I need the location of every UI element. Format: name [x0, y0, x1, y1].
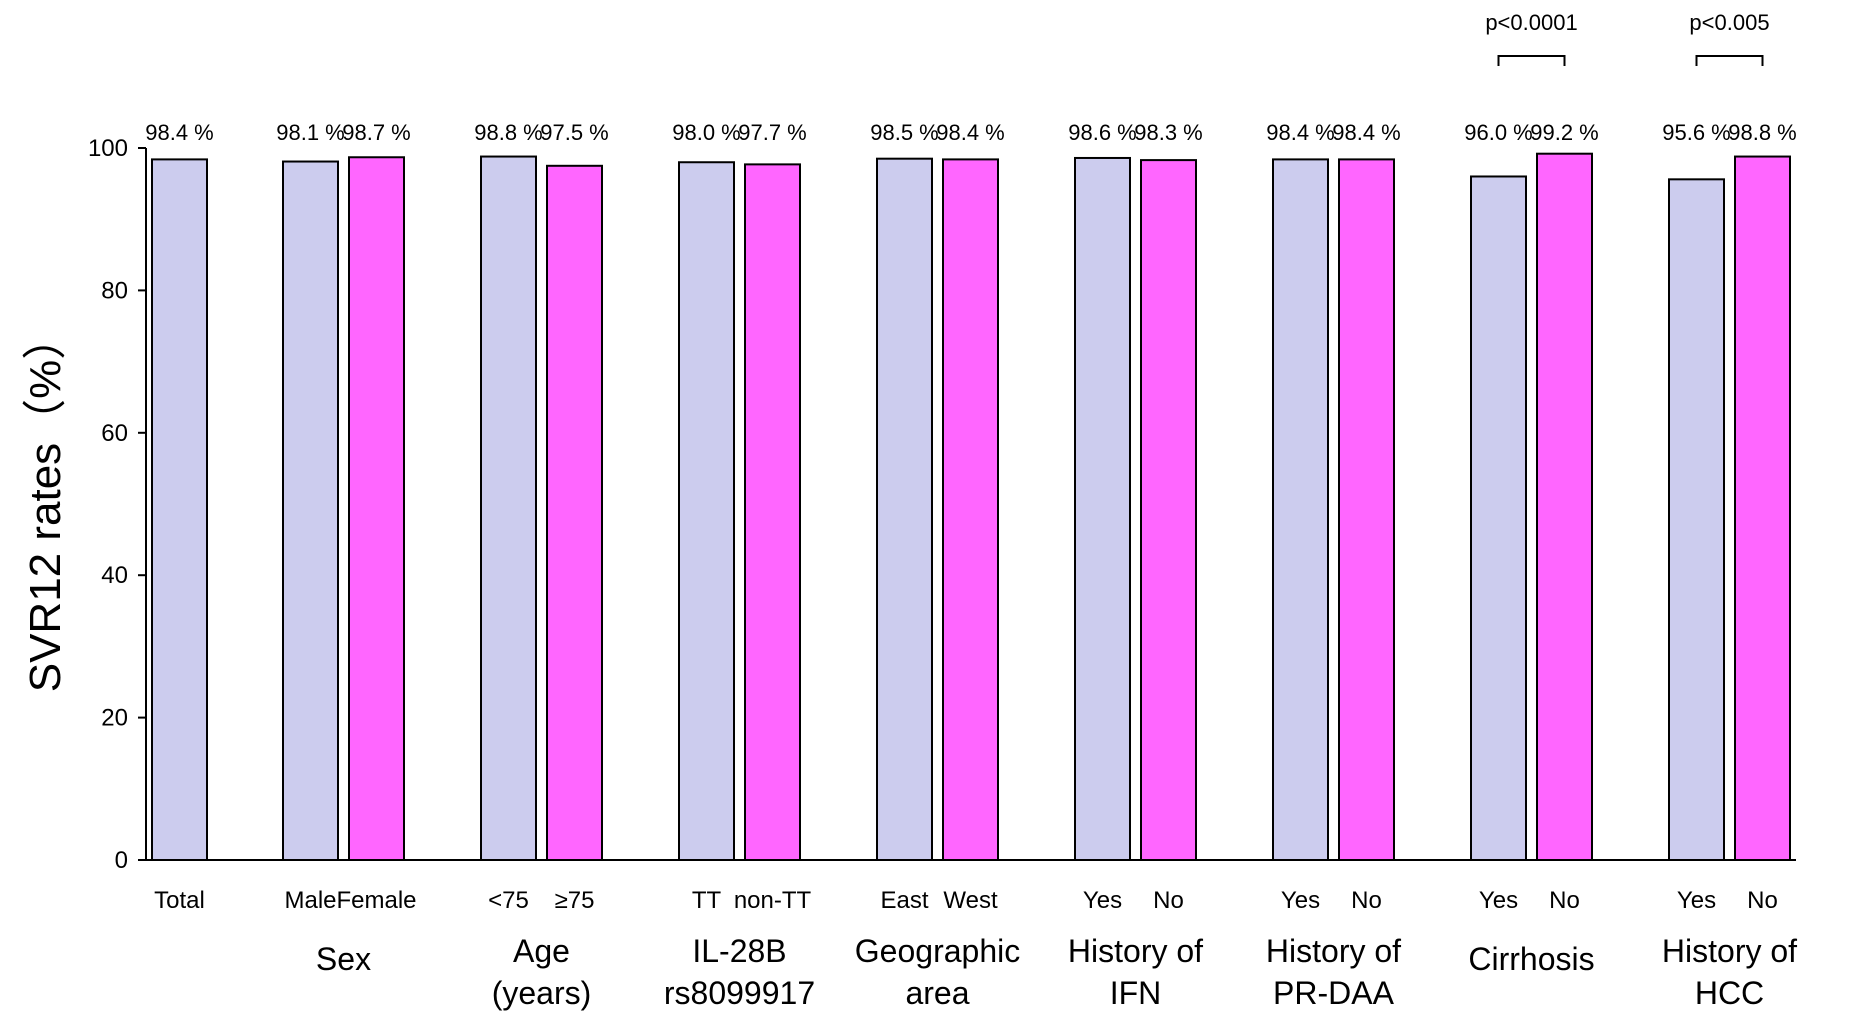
bar-value-label: 98.4 % — [1332, 120, 1401, 145]
group-label: Age — [513, 933, 570, 969]
bar-value-label: 98.0 % — [672, 120, 741, 145]
bar-value-label: 98.5 % — [870, 120, 939, 145]
group-label: rs8099917 — [664, 975, 815, 1011]
bar — [1470, 175, 1527, 862]
bar-value-label: 97.5 % — [540, 120, 609, 145]
bar-value-label: 98.8 % — [474, 120, 543, 145]
category-label: ≥75 — [555, 887, 595, 914]
y-tick-label: 60 — [101, 420, 128, 447]
bar-value-label: 98.4 % — [936, 120, 1005, 145]
bar-value-label: 98.4 % — [1266, 120, 1335, 145]
category-label: No — [1747, 887, 1778, 914]
bar-value-label: 98.4 % — [145, 120, 214, 145]
group-label: History of — [1266, 933, 1401, 969]
bar — [1338, 158, 1395, 861]
significance-bracket — [1695, 55, 1764, 66]
bar-value-label: 97.7 % — [738, 120, 807, 145]
group-label: PR-DAA — [1273, 975, 1395, 1011]
bar-value-label: 98.6 % — [1068, 120, 1137, 145]
group-label: (years) — [492, 975, 592, 1011]
category-label: Male — [284, 887, 336, 914]
bar — [546, 164, 603, 862]
group-label: History of — [1662, 933, 1797, 969]
bar-value-label: 98.8 % — [1728, 120, 1797, 145]
bar — [151, 158, 208, 861]
bar-value-label: 96.0 % — [1464, 120, 1533, 145]
bar — [744, 163, 801, 862]
group-label: Cirrhosis — [1468, 941, 1594, 977]
y-tick-label: 100 — [88, 135, 128, 162]
group-label: History of — [1068, 933, 1203, 969]
group-label: IFN — [1110, 975, 1162, 1011]
bar — [1734, 155, 1791, 861]
category-label: Female — [336, 887, 416, 914]
bar — [1140, 159, 1197, 861]
bar-value-label: 98.7 % — [342, 120, 411, 145]
bar — [942, 158, 999, 861]
group-label: IL-28B — [692, 933, 786, 969]
category-label: No — [1153, 887, 1184, 914]
y-tick-label: 20 — [101, 705, 128, 732]
category-label: Yes — [1281, 887, 1320, 914]
bar — [1272, 158, 1329, 861]
significance-bracket — [1497, 55, 1566, 66]
category-label: non-TT — [734, 887, 812, 914]
category-label: Yes — [1677, 887, 1716, 914]
y-tick-label: 80 — [101, 277, 128, 304]
category-label: Yes — [1479, 887, 1518, 914]
category-label: No — [1549, 887, 1580, 914]
category-label: Yes — [1083, 887, 1122, 914]
y-axis-title: SVR12 rates（%） — [21, 316, 70, 693]
bar-value-label: 99.2 % — [1530, 120, 1599, 145]
p-value-label: p<0.005 — [1689, 10, 1769, 35]
category-label: West — [943, 887, 998, 914]
p-value-label: p<0.0001 — [1485, 10, 1577, 35]
bar-value-label: 95.6 % — [1662, 120, 1731, 145]
y-tick-label: 40 — [101, 562, 128, 589]
bar — [1536, 152, 1593, 862]
bar — [348, 156, 405, 862]
bar — [282, 160, 339, 861]
y-tick-label: 0 — [115, 847, 128, 874]
bar — [480, 155, 537, 861]
group-label: HCC — [1695, 975, 1764, 1011]
category-label: <75 — [488, 887, 529, 914]
bar-value-label: 98.3 % — [1134, 120, 1203, 145]
category-label: Total — [154, 887, 205, 914]
category-label: TT — [692, 887, 722, 914]
group-label: Geographic — [855, 933, 1020, 969]
category-label: No — [1351, 887, 1382, 914]
group-label: area — [905, 975, 969, 1011]
bar-value-label: 98.1 % — [276, 120, 345, 145]
group-label: Sex — [316, 941, 371, 977]
bar — [1074, 156, 1131, 861]
bar — [876, 157, 933, 861]
bar — [678, 161, 735, 862]
bar — [1668, 178, 1725, 861]
category-label: East — [880, 887, 928, 914]
